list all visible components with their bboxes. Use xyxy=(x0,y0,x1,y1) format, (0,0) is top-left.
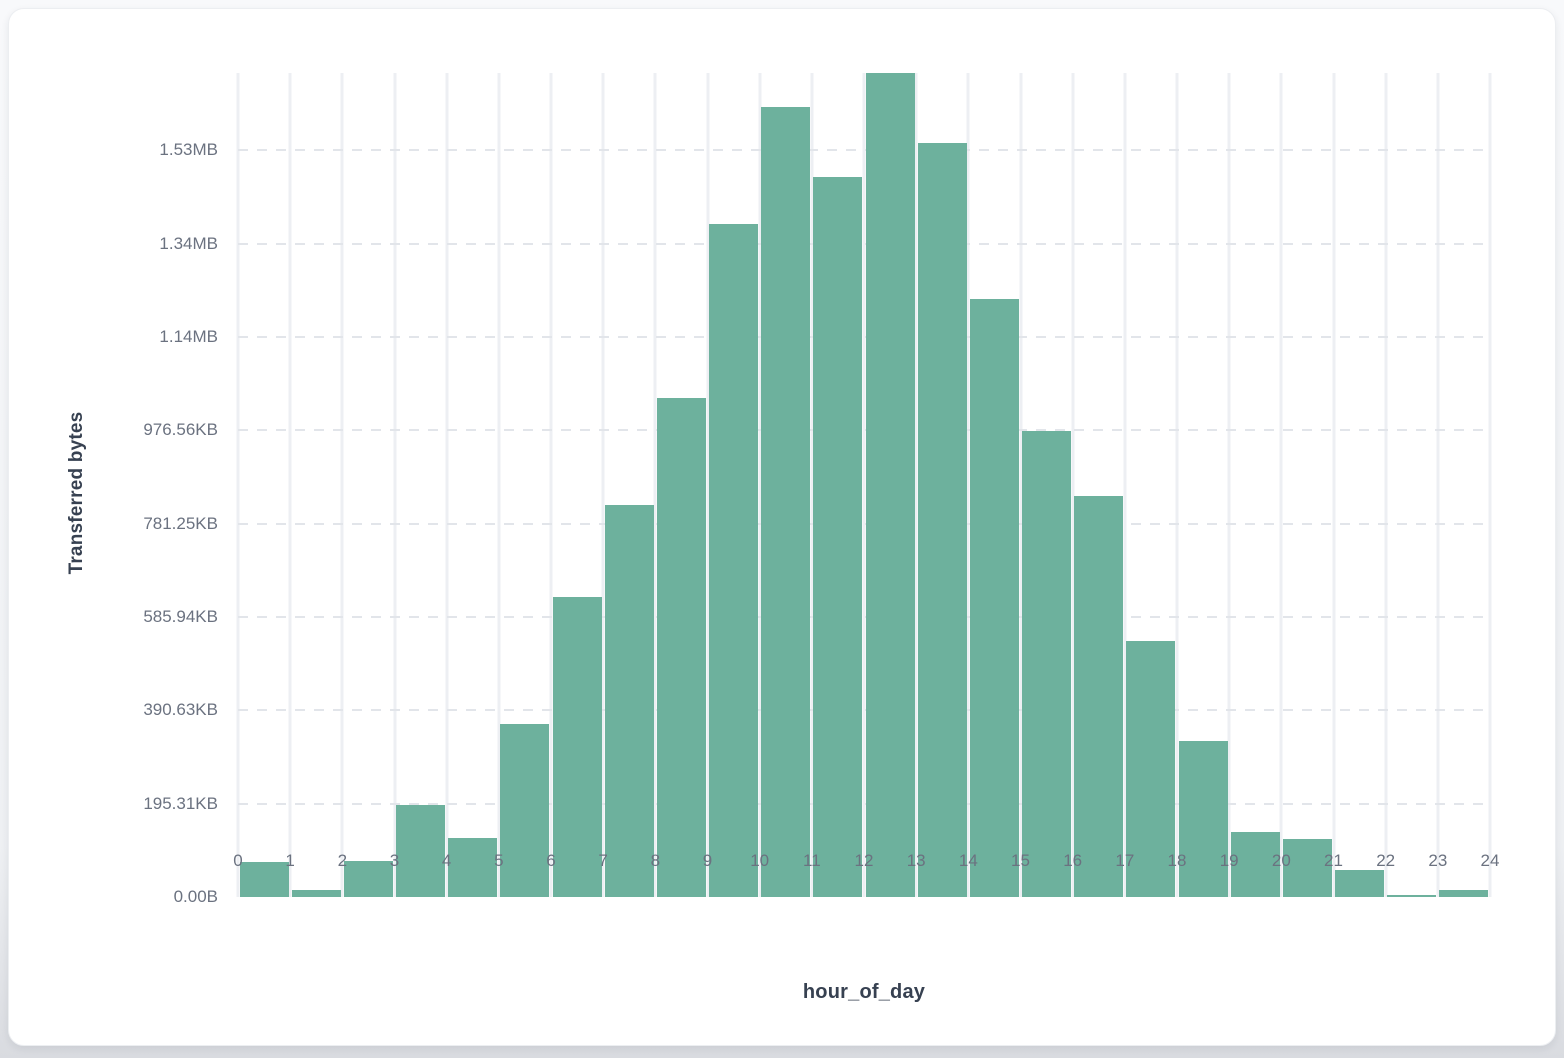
bar-hour-8[interactable] xyxy=(656,398,706,897)
x-gridline xyxy=(706,73,709,897)
bar-hour-22[interactable] xyxy=(1387,895,1437,897)
x-gridline xyxy=(445,73,449,897)
x-tick-label-5: 5 xyxy=(494,851,504,870)
x-tick-label-22: 22 xyxy=(1376,851,1396,870)
bar-hour-20[interactable] xyxy=(1282,839,1332,897)
y-tick-label-781.25KB: 781.25KB xyxy=(143,513,218,533)
x-tick-label-0: 0 xyxy=(233,851,243,870)
x-gridline xyxy=(288,73,292,897)
bar-hour-5[interactable] xyxy=(500,724,550,897)
y-gridline xyxy=(238,802,1490,805)
bar-hour-3[interactable] xyxy=(396,805,446,897)
bar-hour-18[interactable] xyxy=(1178,741,1228,897)
y-tick-label-1.34MB: 1.34MB xyxy=(159,233,218,253)
bar-hour-6[interactable] xyxy=(552,597,602,897)
x-tick-label-10: 10 xyxy=(750,851,770,870)
x-gridline xyxy=(1071,73,1075,897)
x-gridline xyxy=(497,73,501,897)
x-gridline xyxy=(653,73,657,897)
bar-hour-0[interactable] xyxy=(239,862,289,897)
bar-hour-15[interactable] xyxy=(1022,431,1072,897)
y-tick-label-1.53MB: 1.53MB xyxy=(159,140,218,160)
x-tick-label-2: 2 xyxy=(337,851,348,870)
bar-hour-12[interactable] xyxy=(865,73,915,897)
x-tick-label-14: 14 xyxy=(958,851,978,870)
x-gridline xyxy=(810,73,814,897)
bar-hour-17[interactable] xyxy=(1126,641,1176,897)
bar-hour-4[interactable] xyxy=(448,838,498,897)
x-tick-label-12: 12 xyxy=(854,851,874,870)
x-tick-label-20: 20 xyxy=(1271,851,1291,870)
y-tick-label-195.31KB: 195.31KB xyxy=(143,793,218,813)
x-tick-label-19: 19 xyxy=(1219,851,1239,870)
x-tick-label-21: 21 xyxy=(1324,851,1343,870)
bar-hour-19[interactable] xyxy=(1230,832,1280,897)
x-gridline xyxy=(340,73,344,897)
x-gridline xyxy=(1488,73,1492,897)
x-gridline xyxy=(966,73,970,897)
y-tick-label-0.00B: 0.00B xyxy=(173,887,218,906)
x-gridline xyxy=(1384,73,1388,897)
x-tick-label-6: 6 xyxy=(546,851,556,870)
bar-hour-10[interactable] xyxy=(761,107,811,897)
y-tick-label-390.63KB: 390.63KB xyxy=(143,700,218,720)
y-gridline xyxy=(238,149,1490,152)
x-tick-label-16: 16 xyxy=(1063,851,1083,870)
x-tick-label-15: 15 xyxy=(1011,851,1030,870)
x-gridline xyxy=(393,73,396,897)
x-tick-label-17: 17 xyxy=(1115,851,1135,870)
x-tick-label-18: 18 xyxy=(1167,851,1187,870)
x-tick-label-1: 1 xyxy=(285,851,295,870)
x-tick-label-8: 8 xyxy=(650,851,661,870)
y-gridline xyxy=(238,429,1490,432)
x-tick-label-9: 9 xyxy=(702,851,713,870)
y-tick-label-585.94KB: 585.94KB xyxy=(143,607,218,627)
x-gridline xyxy=(601,73,605,897)
bar-hour-13[interactable] xyxy=(917,143,967,897)
x-gridline xyxy=(1019,73,1022,897)
bar-hour-2[interactable] xyxy=(343,861,393,897)
bar-hour-23[interactable] xyxy=(1439,890,1489,897)
bar-hour-16[interactable] xyxy=(1074,496,1124,897)
x-gridline xyxy=(758,73,762,897)
x-tick-label-13: 13 xyxy=(906,851,926,870)
y-tick-label-1.14MB: 1.14MB xyxy=(159,327,218,347)
x-gridline xyxy=(549,73,553,897)
x-gridline xyxy=(236,73,240,897)
x-gridline xyxy=(1332,73,1335,897)
bar-hour-14[interactable] xyxy=(969,299,1019,897)
bar-hour-11[interactable] xyxy=(813,177,863,897)
plot-area xyxy=(236,73,1492,897)
y-gridline xyxy=(238,616,1490,619)
x-tick-label-11: 11 xyxy=(803,851,821,870)
x-tick-label-7: 7 xyxy=(598,851,608,870)
y-gridline xyxy=(238,709,1490,712)
x-gridline xyxy=(914,73,918,897)
x-tick-label-23: 23 xyxy=(1428,851,1448,870)
bar-hour-7[interactable] xyxy=(604,505,654,897)
x-tick-label-4: 4 xyxy=(441,851,452,870)
x-gridline xyxy=(1227,73,1231,897)
x-gridline xyxy=(862,73,866,897)
x-gridline xyxy=(1123,73,1127,897)
x-tick-label-24: 24 xyxy=(1480,851,1500,870)
y-gridline xyxy=(238,522,1490,525)
x-gridline xyxy=(1175,73,1179,897)
bar-hour-21[interactable] xyxy=(1335,870,1385,897)
bar-hour-9[interactable] xyxy=(709,224,759,897)
x-gridline xyxy=(1436,73,1440,897)
y-gridline xyxy=(238,336,1490,339)
y-gridline xyxy=(238,242,1490,245)
x-axis-title: hour_of_day xyxy=(802,981,926,1003)
y-tick-label-976.56KB: 976.56KB xyxy=(143,420,218,440)
x-tick-label-3: 3 xyxy=(389,851,400,870)
x-gridline xyxy=(1279,73,1283,897)
bar-hour-1[interactable] xyxy=(291,890,341,897)
